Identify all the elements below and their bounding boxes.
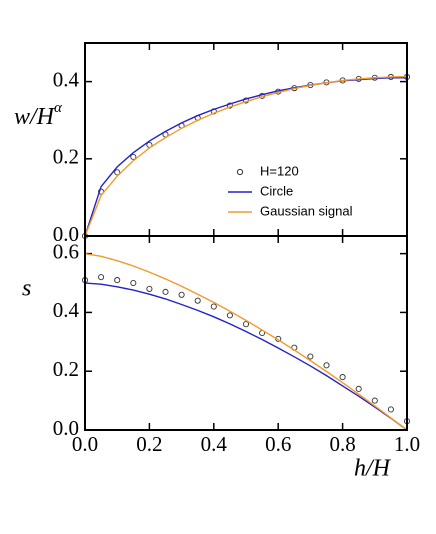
x-axis-label: h/H xyxy=(354,456,392,482)
x-tick-label: 0.4 xyxy=(201,432,228,456)
data-point xyxy=(210,303,217,310)
legend-label: H=120 xyxy=(260,163,299,178)
x-tick-label: 0.2 xyxy=(136,432,162,456)
x-tick-label: 0.6 xyxy=(265,432,291,456)
y-tick-label: 0.4 xyxy=(53,67,80,91)
data-point xyxy=(114,277,121,284)
data-point xyxy=(114,169,121,176)
data-point xyxy=(162,288,169,295)
data-point xyxy=(226,312,233,319)
data-point xyxy=(371,397,378,404)
data-point xyxy=(387,406,394,413)
y-label-superscript: α xyxy=(54,100,63,116)
series-line xyxy=(84,282,408,431)
x-tick-label: 0.8 xyxy=(329,432,355,456)
data-point xyxy=(242,321,250,328)
data-point xyxy=(194,297,201,304)
plot-frame xyxy=(84,42,408,237)
y-tick-label: 0.6 xyxy=(53,239,79,263)
y-tick-label: 0.4 xyxy=(53,298,80,322)
data-point xyxy=(98,274,105,281)
data-point xyxy=(323,362,330,369)
y-tick-label: 0.0 xyxy=(53,222,79,246)
x-tick-label: 1.0 xyxy=(394,432,420,456)
data-point xyxy=(178,291,185,298)
data-point xyxy=(130,153,137,160)
y-label-text: w/H xyxy=(14,104,56,130)
legend-marker xyxy=(236,168,244,176)
data-point xyxy=(130,279,137,287)
plot-frame xyxy=(84,235,408,431)
data-point xyxy=(339,374,346,381)
series-line xyxy=(84,252,408,431)
series-line xyxy=(84,75,408,237)
legend-label: Gaussian signal xyxy=(260,203,353,218)
legend-label: Circle xyxy=(260,183,293,198)
y-tick-label: 0.2 xyxy=(53,357,79,381)
y-tick-label: 0.2 xyxy=(53,145,79,169)
data-point xyxy=(355,385,362,392)
data-point xyxy=(307,353,314,360)
data-point xyxy=(146,285,153,292)
y-axis-label: w/Hα xyxy=(14,100,63,129)
x-tick-label: 0.0 xyxy=(72,432,98,456)
y-axis-label: s xyxy=(22,276,31,302)
y-tick-label: 0.0 xyxy=(53,416,79,440)
